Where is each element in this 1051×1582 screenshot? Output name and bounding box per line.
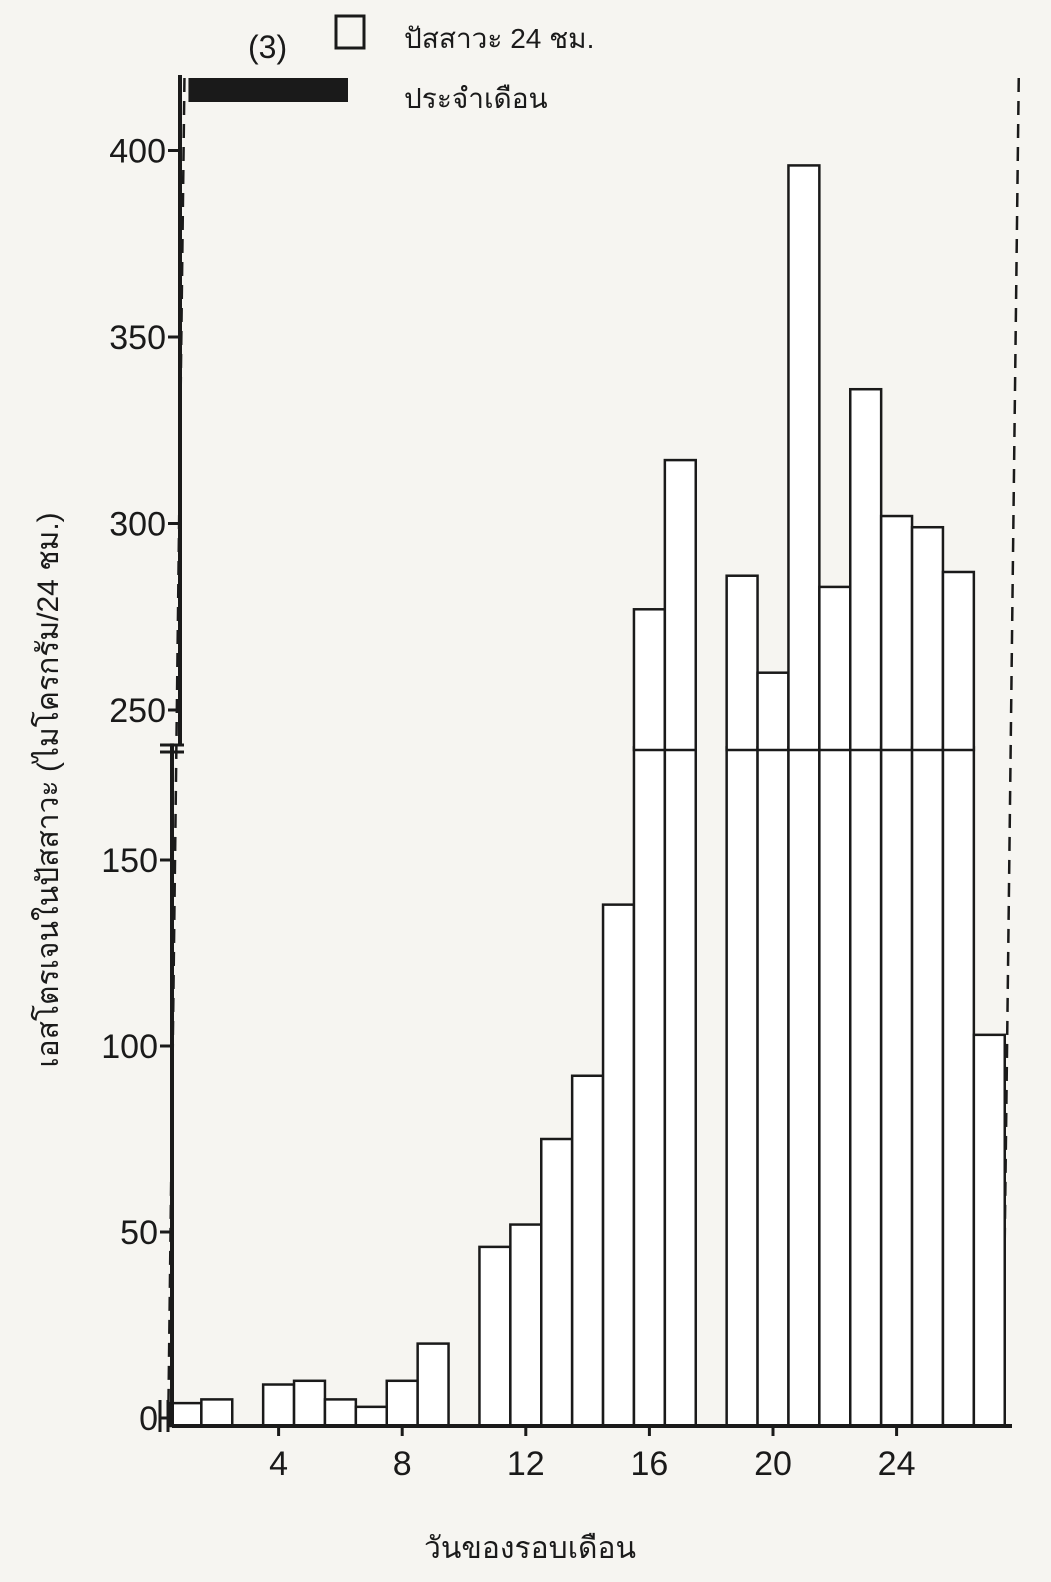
bar [756, 671, 790, 752]
bar [601, 903, 636, 1428]
x-tick-label: 12 [507, 1445, 545, 1483]
bar [200, 1398, 234, 1428]
bar [787, 164, 821, 752]
bar [725, 574, 759, 752]
bar [540, 1137, 574, 1428]
bar [941, 746, 976, 1428]
bar [787, 746, 821, 1428]
bar [663, 458, 697, 752]
legend-filled-bar-icon [218, 78, 348, 102]
bar [292, 1379, 327, 1428]
bar [632, 746, 667, 1428]
y-tick-label: 100 [101, 1028, 158, 1066]
y-tick-label: 300 [109, 506, 166, 544]
legend-label-urine: ปัสสาวะ 24 ชม. [404, 23, 594, 54]
bar [972, 1033, 1006, 1428]
bar [818, 585, 852, 752]
bar [910, 746, 945, 1428]
y-tick-label: 0 [139, 1400, 158, 1438]
bar [416, 1342, 450, 1428]
bar [354, 1405, 389, 1428]
bar [756, 746, 790, 1428]
bar [849, 387, 883, 752]
x-tick-label: 4 [269, 1445, 288, 1483]
bar [941, 570, 976, 752]
bar [261, 1383, 296, 1428]
panel-label: (3) [248, 29, 287, 65]
x-tick-label: 24 [878, 1445, 916, 1483]
y-axis-title: เอสโตรเจนในปัสสาวะ (ไมโครกรัม/24 ชม.) [30, 512, 65, 1067]
y-tick-label: 150 [101, 842, 158, 880]
bar [725, 746, 759, 1428]
tick-labels: 0 50 100 150 250 300 350 400 4 8 12 16 20 24 [101, 133, 915, 1484]
bar [509, 1223, 543, 1428]
y-tick-label: 50 [120, 1214, 158, 1252]
x-tick-label: 20 [754, 1445, 792, 1483]
bar [818, 746, 852, 1428]
bar [910, 525, 945, 752]
axes [158, 75, 1012, 1436]
bar [663, 746, 697, 1428]
bar [632, 608, 667, 752]
bar [879, 514, 914, 752]
y-tick-label: 350 [109, 319, 166, 357]
bar [849, 746, 883, 1428]
legend-open-bar-icon [334, 14, 366, 50]
x-tick-label: 8 [393, 1445, 412, 1483]
legend-label-menstruation: ประจำเดือน [404, 83, 548, 114]
y-tick-label: 250 [109, 692, 166, 730]
y-tick-label: 400 [109, 133, 166, 171]
bar [323, 1398, 358, 1428]
bar [385, 1379, 419, 1428]
bar [169, 1401, 203, 1428]
bar-series [169, 164, 1006, 1428]
bar [478, 1245, 512, 1428]
bar [879, 746, 914, 1428]
x-tick-label: 16 [630, 1445, 668, 1483]
x-axis-title: วันของรอบเดือน [424, 1532, 636, 1565]
bar [570, 1074, 605, 1428]
